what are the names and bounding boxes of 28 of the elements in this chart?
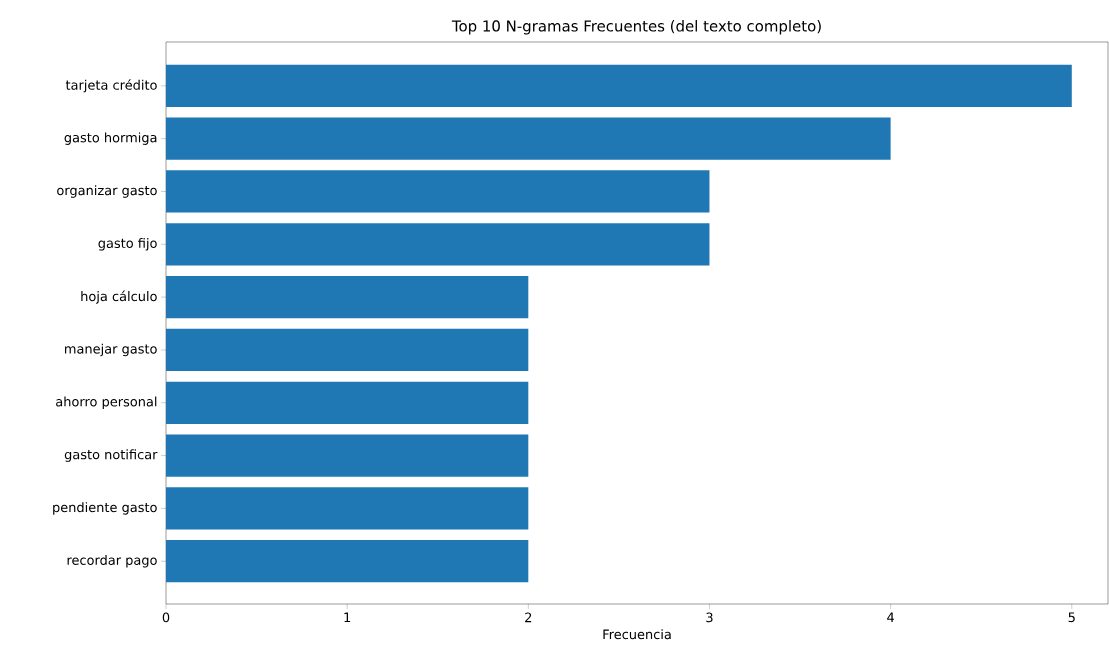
x-axis-title: Frecuencia (603, 629, 671, 640)
y-tick-label: gasto hormiga (64, 132, 157, 145)
y-tick-label: gasto fijo (98, 238, 157, 251)
chart-title: Top 10 N-gramas Frecuentes (del texto completo) (451, 20, 821, 35)
bar (166, 64, 1072, 107)
y-tick-label: pendiente gasto (53, 502, 157, 515)
bar (166, 487, 529, 530)
x-tick-label: 4 (887, 612, 895, 622)
x-tick-label: 3 (706, 612, 713, 623)
y-tick-label: ahorro personal (56, 396, 157, 410)
bar (166, 223, 710, 266)
x-tick-label: 5 (1068, 612, 1075, 623)
y-tick-label: organizar gasto (57, 185, 157, 198)
bar (166, 328, 529, 372)
bar (166, 540, 529, 583)
x-tick-label: 1 (344, 612, 351, 622)
bar (166, 117, 891, 160)
y-tick-label: hoja cálculo (81, 290, 157, 304)
x-tick-label: 2 (525, 612, 532, 623)
bar (166, 170, 710, 213)
y-tick-label: recordar pago (67, 554, 157, 568)
y-tick-label: manejar gasto (65, 343, 157, 357)
bar (166, 381, 529, 424)
bar (166, 434, 529, 477)
y-tick-label: gasto notificar (64, 449, 158, 462)
bar (166, 275, 529, 319)
y-tick-label: tarjeta crédito (65, 79, 157, 93)
x-tick-label: 0 (162, 612, 170, 623)
